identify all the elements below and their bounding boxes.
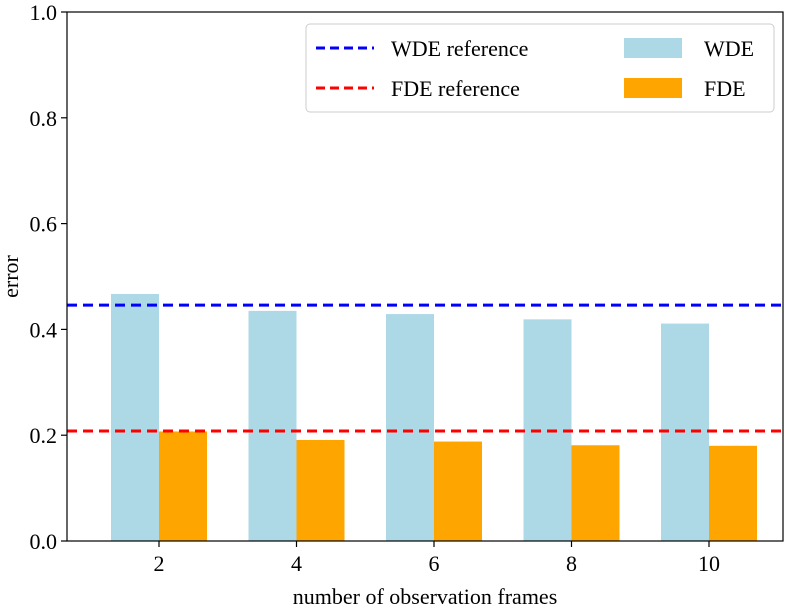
legend-fde-swatch [624,78,682,98]
plot-frame [66,11,784,542]
bar-wde-6 [386,314,434,541]
bar-wde-4 [248,310,297,541]
bar-fde-6 [434,441,482,541]
x-axis-label: number of observation frames [293,584,558,609]
y-tick-label: 0.8 [30,106,58,131]
x-tick-label: 10 [698,551,720,576]
legend-fde-reference-label: FDE reference [391,76,520,101]
bars-layer [111,293,757,541]
legend: WDE reference FDE reference WDE FDE [305,23,775,113]
x-tick-label: 8 [566,551,577,576]
x-tick-label: 4 [291,551,302,576]
y-tick-label: 0.4 [30,317,58,342]
bar-fde-8 [571,445,620,541]
bar-fde-10 [709,445,757,541]
y-tick-label: 0.6 [30,212,58,237]
legend-fde-label: FDE [704,76,746,101]
legend-wde-label: WDE [704,36,754,61]
ticks-layer: 0.0 0.2 0.4 0.6 0.8 1.0 2 4 6 8 10 [30,0,721,576]
y-tick-label: 0.0 [30,529,58,554]
legend-wde-swatch [624,38,682,58]
bar-fde-4 [296,439,345,541]
legend-wde-reference-label: WDE reference [391,36,528,61]
y-tick-label: 1.0 [30,0,58,25]
reference-lines-layer [67,303,783,433]
y-tick-label: 0.2 [30,423,58,448]
x-tick-label: 6 [429,551,440,576]
bar-wde-2 [111,293,159,541]
x-tick-label: 2 [154,551,165,576]
y-axis-label: error [0,254,23,297]
bar-fde-2 [159,431,207,541]
